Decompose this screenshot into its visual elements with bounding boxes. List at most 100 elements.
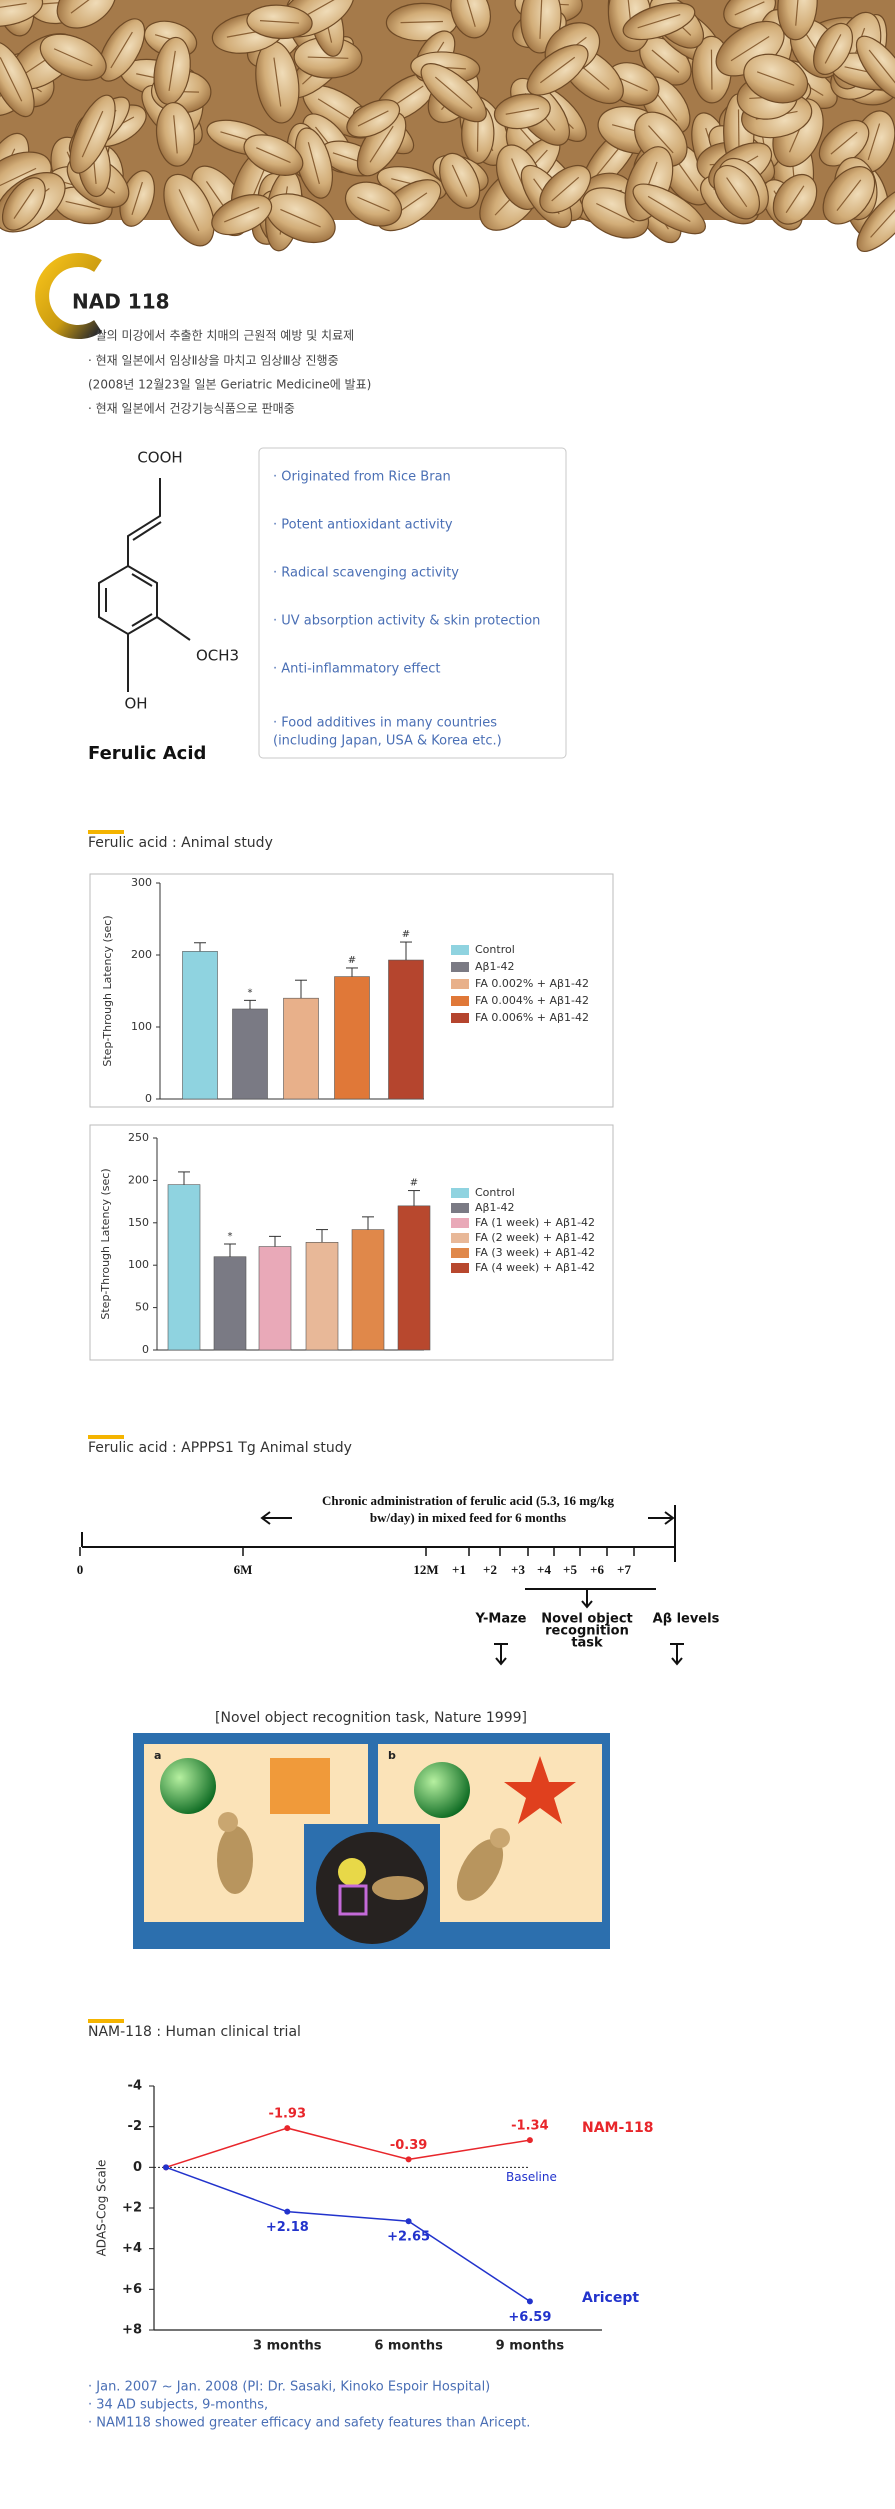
grain-crease <box>465 0 476 28</box>
y-tick-label: 0 <box>142 1343 149 1356</box>
grain-crease <box>357 110 389 127</box>
significance-marker: # <box>348 955 356 966</box>
timeline: 0 6M 12M +1 +2 +3 +4 +5 +6 +7 Chronic administrati… <box>77 1493 720 1666</box>
feature-note: (including Japan, USA & Korea etc.) <box>273 734 502 749</box>
grain-crease <box>168 50 176 91</box>
legend-label: Aβ1-42 <box>475 960 515 973</box>
legend-label: FA (3 week) + Aβ1-42 <box>475 1246 595 1259</box>
x-tick-label: 3 months <box>253 2339 322 2354</box>
timeline-label: +6 <box>590 1562 604 1577</box>
grain-crease <box>726 177 748 208</box>
grain-crease <box>81 110 104 158</box>
molecule <box>98 478 191 692</box>
x-tick-label: 9 months <box>496 2339 565 2354</box>
footnote: · NAM118 showed greater efficacy and saf… <box>88 2416 530 2431</box>
bar <box>351 1229 385 1351</box>
value-label: +2.18 <box>266 2220 309 2235</box>
group-label: OCH3 <box>196 647 239 665</box>
bar <box>167 1184 201 1351</box>
legend-swatch <box>451 1013 469 1023</box>
grain-crease <box>256 147 291 164</box>
section-title: Ferulic acid : APPPS1 Tg Animal study <box>88 1440 352 1456</box>
legend-swatch <box>451 996 469 1006</box>
timeline-label: +1 <box>452 1562 466 1577</box>
down-arrow <box>494 1643 508 1666</box>
data-point <box>405 2218 412 2225</box>
significance-marker: * <box>228 1231 233 1242</box>
legend-swatch <box>451 945 469 955</box>
grain-crease <box>867 123 881 161</box>
legend-label: Control <box>475 1186 515 1199</box>
charts: 0 100 200 300 Step-Through Latency (sec) Cont… <box>89 873 654 2354</box>
grain-crease <box>730 36 770 62</box>
treatment-text: bw/day) in mixed feed for 6 months <box>370 1510 566 1525</box>
grain-crease <box>13 188 35 219</box>
y-tick-label: +4 <box>122 2241 142 2256</box>
section-accent <box>88 2019 124 2023</box>
data-point <box>163 2164 169 2171</box>
grain-crease <box>53 48 93 67</box>
grain-crease <box>637 14 681 29</box>
series-label: NAM-118 <box>582 2120 654 2136</box>
test-label: recognition <box>545 1624 629 1639</box>
grain-crease <box>173 115 178 154</box>
figure-caption: [Novel object recognition task, Nature 1… <box>215 1710 527 1726</box>
grain-crease <box>400 20 443 24</box>
bar <box>182 951 218 1100</box>
grain-crease <box>596 202 635 223</box>
grain-crease <box>0 57 23 102</box>
value-label: -1.93 <box>269 2107 306 2122</box>
group-label: COOH <box>137 449 182 467</box>
legend-label: FA 0.006% + Aβ1-42 <box>475 1011 589 1024</box>
feature-list: · Originated from Rice Bran · Potent anti… <box>273 470 540 749</box>
panel-label: b <box>388 1749 396 1762</box>
y-tick-label: 100 <box>128 1258 149 1271</box>
y-axis-label: ADAS-Cog Scale <box>95 2160 109 2257</box>
feature-item: · Radical scavenging activity <box>273 566 459 581</box>
bullet: (2008년 12월23일 일본 Geriatric Medicine에 발표) <box>88 378 371 392</box>
sections: Ferulic acid : Animal study Ferulic acid … <box>88 830 352 2040</box>
test-label: Aβ levels <box>653 1612 720 1627</box>
feature-item: · Originated from Rice Bran <box>273 470 451 485</box>
y-tick-label: +6 <box>122 2282 142 2297</box>
grain-crease <box>870 200 895 238</box>
grain-crease <box>65 200 101 210</box>
bar <box>334 976 370 1100</box>
legend-swatch <box>451 1203 469 1213</box>
figure <box>133 1733 610 1949</box>
timeline-label: 12M <box>413 1562 438 1577</box>
y-tick-label: 250 <box>128 1131 149 1144</box>
data-point <box>284 2208 291 2215</box>
grain-crease <box>259 19 300 24</box>
grain-crease <box>551 176 580 202</box>
feature-item: · Potent antioxidant activity <box>273 518 453 533</box>
legend-label: FA 0.004% + Aβ1-42 <box>475 994 589 1007</box>
grain-crease <box>280 208 321 228</box>
baseline-label: Baseline <box>506 2170 557 2184</box>
timeline-label: +3 <box>511 1562 525 1577</box>
significance-marker: * <box>248 987 253 998</box>
feature-box <box>258 447 567 759</box>
x-tick-label: 6 months <box>374 2339 443 2354</box>
legend-label: FA (4 week) + Aβ1-42 <box>475 1261 595 1274</box>
compound-name: Ferulic Acid <box>88 743 206 764</box>
bullet: · 쌀의 미강에서 추출한 치매의 근원적 예방 및 치료제 <box>88 329 354 343</box>
series-line <box>165 2127 531 2169</box>
grain-crease <box>647 195 691 222</box>
y-tick-label: +8 <box>122 2323 142 2338</box>
y-tick-label: 0 <box>145 1092 152 1105</box>
series-label: Aricept <box>582 2290 639 2306</box>
legend-label: FA 0.002% + Aβ1-42 <box>475 977 589 990</box>
data-point <box>526 2137 533 2144</box>
grain-crease <box>505 107 540 115</box>
y-tick-label: 200 <box>131 948 152 961</box>
legend-swatch <box>451 1233 469 1243</box>
y-axis-label: Step-Through Latency (sec) <box>99 1168 112 1319</box>
legend-label: FA (1 week) + Aβ1-42 <box>475 1216 595 1229</box>
treatment-arrow <box>260 1511 292 1525</box>
y-tick-label: 0 <box>133 2160 142 2175</box>
data-point <box>284 2125 291 2132</box>
y-tick-label: 200 <box>128 1173 149 1186</box>
feature-item: · Anti-inflammatory effect <box>273 662 441 677</box>
